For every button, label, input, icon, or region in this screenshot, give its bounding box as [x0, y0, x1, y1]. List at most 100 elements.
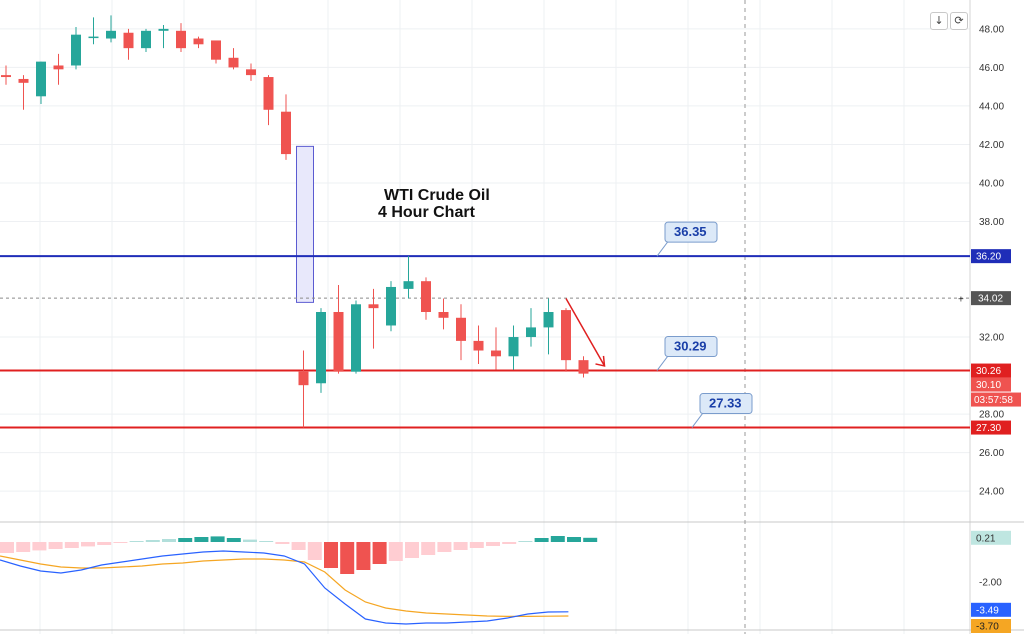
macd-histogram-bar	[307, 542, 322, 560]
candles	[1, 15, 589, 428]
candle	[176, 23, 186, 52]
candle-body	[386, 286, 396, 326]
gap-rectangle	[296, 145, 314, 303]
candle	[491, 327, 501, 370]
candle	[123, 28, 134, 60]
candle-body	[281, 111, 291, 155]
macd-histogram-bar	[518, 541, 533, 542]
price-tick-label: 28.00	[979, 410, 1004, 421]
macd-histogram-bar	[32, 542, 47, 551]
candle	[351, 300, 361, 374]
candle-body	[561, 310, 571, 361]
price-tick-label: 42.00	[979, 140, 1004, 151]
chart-title-line1: WTI Crude Oil	[384, 187, 490, 204]
signal-tag-bg	[971, 619, 1011, 633]
trend-arrow-line	[565, 298, 606, 367]
candle	[71, 26, 81, 70]
support-upper-callout-pointer	[656, 354, 670, 371]
histogram-tag-label: 0.21	[976, 533, 996, 544]
macd-histogram-bar	[550, 536, 565, 542]
candle-body	[438, 312, 449, 318]
candle-body	[351, 304, 361, 372]
candle	[316, 308, 326, 393]
signal-tag-label: -3.70	[976, 622, 999, 633]
macd-histogram-bar	[324, 542, 338, 568]
reset-icon[interactable]: ⟳	[950, 12, 968, 30]
candle-body	[18, 78, 29, 83]
macd-histogram-bar	[81, 542, 95, 547]
candle	[508, 325, 519, 370]
level-lines: 36.35 30.29 27.33	[0, 221, 970, 429]
candle	[106, 15, 116, 43]
resistance-tag-label: 36.20	[976, 252, 1001, 263]
candle	[193, 36, 204, 49]
price-axis[interactable]: 48.00 46.00 44.00 42.00 40.00 38.00 32.00 28.00…	[958, 24, 1021, 498]
macd-histogram-bar	[259, 541, 274, 542]
resistance-callout-pointer	[656, 239, 670, 257]
candle-body	[368, 304, 379, 309]
candle	[473, 325, 484, 364]
candle-body	[578, 360, 589, 374]
candle-body	[228, 57, 239, 68]
candle-body	[456, 317, 466, 341]
candle-body	[88, 36, 99, 39]
down-arrow-icon[interactable]: ↓	[930, 12, 948, 30]
macd-histogram-bar	[340, 542, 355, 574]
candle	[438, 298, 449, 330]
candle	[526, 308, 536, 347]
candle-body	[508, 337, 519, 357]
candle	[246, 63, 256, 81]
candle-body	[246, 69, 256, 76]
support-lower-callout-box	[699, 393, 753, 415]
resistance-tag-bg	[971, 249, 1011, 264]
signal-line	[0, 555, 569, 617]
macd-histogram-bar	[210, 536, 225, 542]
support-upper-tag-label: 30.26	[976, 366, 1001, 377]
macd-histogram-bar	[437, 542, 452, 552]
candle-body	[543, 312, 554, 328]
candle-body	[526, 327, 536, 338]
chart-title-line2: 4 Hour Chart	[378, 204, 476, 221]
candle	[368, 288, 379, 349]
resistance-callout-label: 36.35	[674, 224, 707, 239]
macd-histogram-bar	[162, 539, 176, 542]
price-tick-label: 26.00	[979, 448, 1004, 459]
candle-body	[473, 340, 484, 351]
candle	[578, 356, 589, 378]
annotations: WTI Crude Oil 4 Hour Chart	[378, 187, 606, 367]
candle-body	[1, 75, 11, 78]
candle-body	[421, 281, 431, 312]
crosshair-tag-bg	[971, 291, 1011, 306]
countdown-tag-label: 03:57:58	[974, 395, 1013, 406]
macd-line	[0, 550, 569, 625]
candle-body	[491, 350, 501, 357]
price-tick-label: 24.00	[979, 487, 1004, 498]
macd-histogram-bar	[129, 541, 144, 542]
candle-body	[53, 65, 64, 70]
macd-histogram-bar	[453, 542, 468, 550]
macd-tag-label: -3.49	[976, 605, 999, 616]
candle	[543, 298, 554, 355]
macd-histogram-bar	[372, 542, 387, 564]
candle	[1, 65, 11, 85]
resistance-callout-box	[664, 221, 718, 243]
countdown-tag-bg	[971, 392, 1021, 407]
price-tick-label: 46.00	[979, 63, 1004, 74]
macd-histogram-bar	[405, 542, 419, 558]
macd-histogram-bar	[64, 542, 79, 548]
candle-body	[71, 34, 81, 66]
candle	[403, 256, 414, 299]
histogram-tag-bg	[971, 530, 1011, 545]
candle-body	[403, 281, 414, 289]
macd-histogram-bar	[583, 537, 598, 542]
candle	[228, 48, 239, 70]
candle	[88, 17, 99, 45]
macd-histogram-bar	[243, 539, 257, 542]
macd-histogram-bar	[291, 542, 306, 550]
macd-tick-label: -2.00	[979, 578, 1002, 589]
macd-histogram-bar	[194, 537, 209, 542]
last-price-tag-label: 30.10	[976, 380, 1001, 391]
macd-tag-bg	[971, 602, 1011, 617]
